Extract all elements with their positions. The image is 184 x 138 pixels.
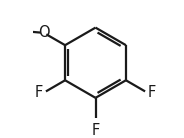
- Text: F: F: [91, 123, 100, 138]
- Text: F: F: [148, 85, 156, 100]
- Text: F: F: [35, 85, 43, 100]
- Text: O: O: [38, 25, 50, 40]
